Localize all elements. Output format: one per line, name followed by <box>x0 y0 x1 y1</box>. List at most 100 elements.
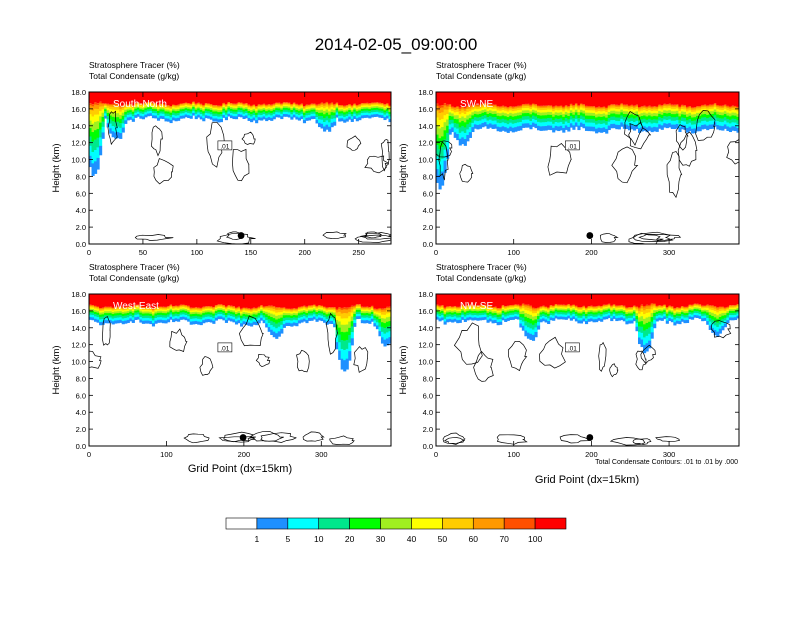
tracer-band <box>351 326 354 332</box>
tracer-band <box>102 127 105 133</box>
contour-label: .01 <box>568 143 577 150</box>
y-tick-label: 8.0 <box>76 172 86 181</box>
y-tick-label: 2.0 <box>76 223 86 232</box>
y-tick-label: 18.0 <box>418 88 433 97</box>
tracer-band <box>726 320 729 323</box>
tracer-band <box>537 326 540 330</box>
tracer-band <box>190 116 193 119</box>
panel-west-east: Stratosphere Tracer (%)Total Condensate … <box>51 262 392 459</box>
tracer-band <box>124 120 127 124</box>
tracer-band <box>351 338 354 345</box>
y-tick-label: 6.0 <box>76 189 86 198</box>
tracer-band <box>225 117 228 120</box>
y-tick-label: 8.0 <box>423 172 433 181</box>
panel-sw-ne: Stratosphere Tracer (%)Total Condensate … <box>398 60 752 257</box>
contour-label: .01 <box>220 345 229 352</box>
tracer-band <box>255 120 258 123</box>
x-tick-label: 100 <box>191 248 204 257</box>
panels: Stratosphere Tracer (%)Total Condensate … <box>51 60 752 459</box>
y-tick-label: 18.0 <box>71 290 86 299</box>
y-tick-label: 16.0 <box>71 307 86 316</box>
tracer-band <box>534 332 537 337</box>
y-tick-label: 0.0 <box>423 240 433 249</box>
tracer-band <box>328 127 331 132</box>
x-tick-label: 200 <box>298 248 311 257</box>
y-tick-label: 12.0 <box>71 341 86 350</box>
y-tick-label: 4.0 <box>76 408 86 417</box>
y-tick-label: 10.0 <box>418 156 433 165</box>
tracer-band <box>333 118 336 122</box>
y-tick-label: 12.0 <box>418 139 433 148</box>
y-tick-label: 8.0 <box>76 374 86 383</box>
tracer-band <box>280 329 283 334</box>
tracer-band <box>348 351 351 360</box>
tracer-band <box>212 321 215 324</box>
x-tick-label: 250 <box>352 248 365 257</box>
x-tick-label: 300 <box>663 248 676 257</box>
x-tick-label: 300 <box>315 450 328 459</box>
plot-area: .01 <box>431 92 752 245</box>
panel-name: South-North <box>113 99 167 110</box>
y-tick-label: 6.0 <box>76 391 86 400</box>
y-axis-label: Height (km) <box>51 345 62 394</box>
panel-header-tracer: Stratosphere Tracer (%) <box>89 262 180 272</box>
plot-area: .01 <box>436 294 740 446</box>
panel-name: West-East <box>113 301 159 312</box>
tracer-band <box>353 323 356 327</box>
location-marker <box>238 232 245 239</box>
panel-nw-se: Stratosphere Tracer (%)Total Condensate … <box>398 262 740 459</box>
tracer-band <box>459 320 462 323</box>
tracer-band <box>102 122 105 127</box>
panel-south-north: Stratosphere Tracer (%)Total Condensate … <box>51 60 393 257</box>
tracer-band <box>333 122 336 126</box>
panel-header-condensate: Total Condensate (g/kg) <box>436 273 526 283</box>
y-tick-label: 12.0 <box>71 139 86 148</box>
tracer-band <box>122 123 125 128</box>
x-tick-label: 0 <box>434 248 438 257</box>
y-tick-label: 4.0 <box>76 206 86 215</box>
x-tick-label: 150 <box>245 248 258 257</box>
y-tick-label: 14.0 <box>418 122 433 131</box>
y-tick-label: 14.0 <box>71 122 86 131</box>
x-tick-label: 200 <box>585 248 598 257</box>
tracer-band <box>122 128 125 133</box>
tracer-band <box>99 146 102 155</box>
y-axis-label: Height (km) <box>398 143 409 192</box>
location-marker <box>586 232 593 239</box>
location-marker <box>240 434 247 441</box>
tracer-band <box>651 332 654 338</box>
y-tick-label: 0.0 <box>76 240 86 249</box>
tracer-band <box>547 321 550 324</box>
tracer-band <box>499 322 502 325</box>
tracer-band <box>724 324 727 328</box>
y-tick-label: 2.0 <box>423 223 433 232</box>
figure-title: 2014-02-05_09:00:00 <box>315 35 478 54</box>
tracer-band <box>537 322 540 326</box>
y-tick-label: 18.0 <box>71 88 86 97</box>
y-tick-label: 16.0 <box>418 105 433 114</box>
tracer-band <box>653 324 656 328</box>
y-tick-label: 16.0 <box>71 105 86 114</box>
panel-header-tracer: Stratosphere Tracer (%) <box>436 60 527 70</box>
panel-header-condensate: Total Condensate (g/kg) <box>89 71 179 81</box>
plot-area: .01 <box>77 294 392 446</box>
y-axis-label: Height (km) <box>51 143 62 192</box>
tracer-band <box>686 320 689 323</box>
tracer-band <box>132 119 135 122</box>
tracer-band <box>666 321 669 324</box>
y-tick-label: 4.0 <box>423 206 433 215</box>
tracer-band <box>469 132 472 138</box>
y-tick-label: 6.0 <box>423 189 433 198</box>
tracer-band <box>132 320 135 323</box>
y-tick-label: 14.0 <box>71 324 86 333</box>
tracer-band <box>220 119 223 122</box>
tracer-band <box>351 332 354 339</box>
tracer-band <box>351 119 354 122</box>
x-tick-label: 100 <box>160 450 173 459</box>
panel-header-condensate: Total Condensate (g/kg) <box>436 71 526 81</box>
tracer-band <box>102 132 105 138</box>
panel-name: SW-NE <box>460 99 493 110</box>
x-tick-label: 0 <box>87 450 91 459</box>
